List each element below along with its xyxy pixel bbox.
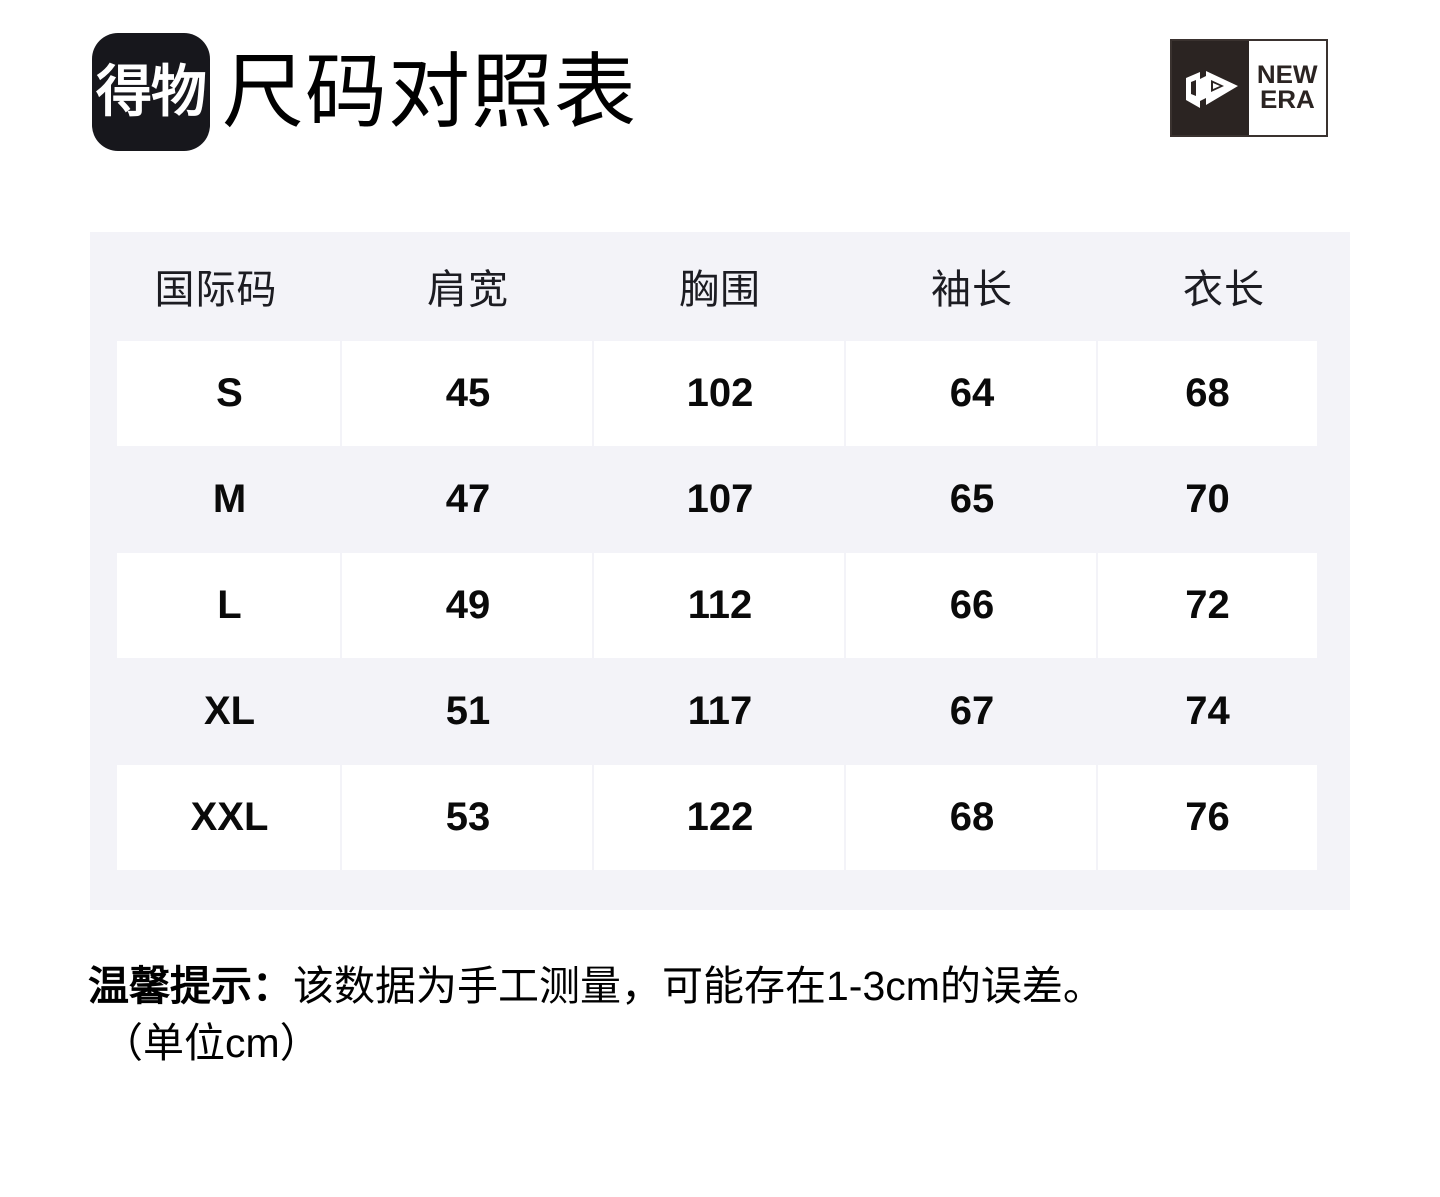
cell-chest: 102: [594, 340, 846, 447]
cell-chest: 107: [594, 447, 846, 552]
table-row: XL 51 117 67 74: [90, 659, 1350, 764]
table-header-row: 国际码 肩宽 胸围 袖长 衣长: [90, 232, 1350, 340]
dewu-badge-label: 得物: [96, 60, 207, 123]
new-era-flag-icon: [1185, 71, 1238, 108]
cell-size: S: [90, 340, 342, 447]
cell-sleeve: 68: [846, 764, 1098, 871]
cell-shoulder: 49: [342, 552, 594, 659]
table-row: S 45 102 64 68: [90, 340, 1350, 447]
cell-shoulder: 47: [342, 447, 594, 552]
column-header-body-length: 衣长: [1183, 268, 1265, 312]
column-header-shoulder-width: 肩宽: [427, 268, 509, 312]
dewu-brand-badge: 得物: [92, 33, 210, 151]
cell-chest: 112: [594, 552, 846, 659]
table-row: M 47 107 65 70: [90, 447, 1350, 552]
cell-chest: 117: [594, 659, 846, 764]
new-era-flag-panel: [1172, 41, 1249, 135]
cell-length: 68: [1098, 340, 1350, 447]
cell-size: L: [90, 552, 342, 659]
cell-chest: 122: [594, 764, 846, 871]
new-era-wordmark: NEW ERA: [1249, 41, 1326, 135]
cell-length: 74: [1098, 659, 1350, 764]
column-header-chest: 胸围: [679, 268, 761, 312]
cell-sleeve: 64: [846, 340, 1098, 447]
cell-shoulder: 51: [342, 659, 594, 764]
column-header-sleeve-length: 袖长: [931, 268, 1013, 312]
new-era-word-new: NEW: [1257, 60, 1318, 89]
table-row: L 49 112 66 72: [90, 552, 1350, 659]
new-era-logo: NEW ERA: [1170, 39, 1328, 137]
cell-sleeve: 67: [846, 659, 1098, 764]
table-row: XXL 53 122 68 76: [90, 764, 1350, 871]
cell-length: 72: [1098, 552, 1350, 659]
cell-length: 70: [1098, 447, 1350, 552]
table-header: 国际码 肩宽 胸围 袖长 衣长: [90, 232, 1350, 340]
cell-size: XXL: [90, 764, 342, 871]
new-era-word-era: ERA: [1260, 86, 1315, 114]
note-unit-line: （单位cm）: [102, 1020, 321, 1066]
cell-shoulder: 45: [342, 340, 594, 447]
cell-size: XL: [90, 659, 342, 764]
page-title: 尺码对照表: [222, 47, 638, 138]
table-body: S 45 102 64 68 M 47 107 65 70 L 49 112 6…: [90, 340, 1350, 871]
page-header: 得物 尺码对照表 NEW ERA: [0, 0, 1440, 200]
column-header-international-size: 国际码: [154, 268, 278, 312]
measurement-note: 温馨提示：该数据为手工测量，可能存在1-3cm的误差。 （单位cm）: [88, 958, 1388, 1072]
size-chart-table: 国际码 肩宽 胸围 袖长 衣长 S 45 102 64 68 M 47 107 …: [90, 232, 1350, 871]
cell-sleeve: 66: [846, 552, 1098, 659]
note-label: 温馨提示：: [88, 963, 293, 1009]
cell-length: 76: [1098, 764, 1350, 871]
size-chart-panel: 国际码 肩宽 胸围 袖长 衣长 S 45 102 64 68 M 47 107 …: [90, 232, 1350, 910]
cell-size: M: [90, 447, 342, 552]
note-body: 该数据为手工测量，可能存在1-3cm的误差。: [293, 963, 1104, 1009]
cell-sleeve: 65: [846, 447, 1098, 552]
cell-shoulder: 53: [342, 764, 594, 871]
